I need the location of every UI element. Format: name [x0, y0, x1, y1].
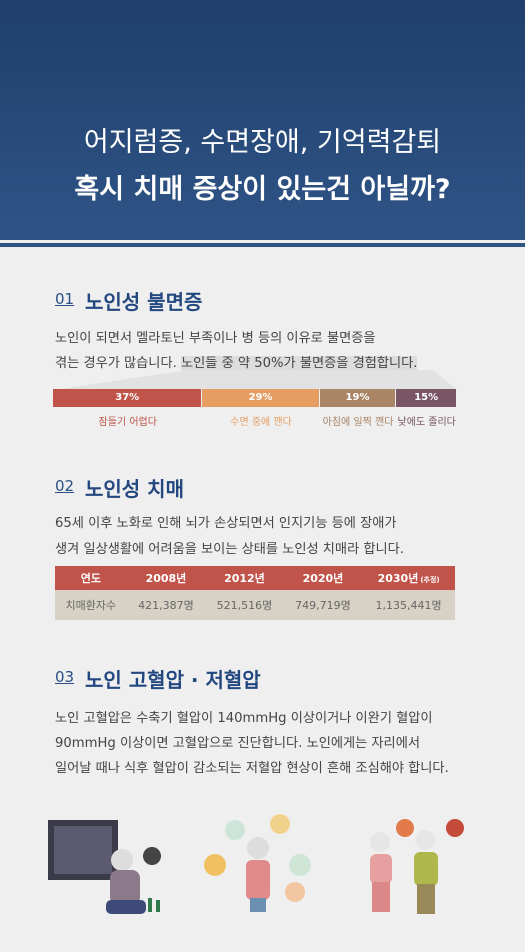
section-title: 노인성 불면증 [85, 290, 203, 314]
header-text: 2030년 [377, 572, 419, 585]
category-label: 수면 중에 깬다 [230, 417, 292, 428]
illustrations [48, 814, 464, 914]
table-header: 2030년 (추정) [362, 566, 455, 590]
section-number: 01 [55, 290, 75, 308]
table-header: 2012년 [205, 566, 284, 590]
body-text: 65세 이후 노화로 인해 뇌가 손상되면서 인지기능 등에 장애가 [55, 516, 397, 531]
header-text: 2012년 [224, 572, 265, 585]
header-text: 2008년 [145, 572, 187, 585]
bar-segment: 29% [202, 389, 319, 407]
header [0, 0, 525, 240]
section-title: 노인 고혈압 · 저혈압 [85, 668, 261, 692]
table-cell: 치매환자수 [55, 590, 127, 620]
table-cell: 749,719명 [283, 590, 363, 620]
section-number: 03 [55, 668, 75, 686]
body-text: 노인이 되면서 멜라토닌 부족이나 병 등의 이유로 불면증을 [55, 331, 376, 346]
body-text: 노인 고혈압은 수축기 혈압이 140mmHg 이상이거나 이완기 혈압이 [55, 711, 433, 726]
table-cell: 421,387명 [126, 590, 206, 620]
body-text: 일어날 때나 식후 혈압이 감소되는 저혈압 현상이 흔해 조심해야 합니다. [55, 761, 449, 776]
highlight: 노인들 중 약 50%가 불면증을 경험합니다. [180, 356, 418, 371]
category-label: 잠들기 어렵다 [98, 417, 157, 428]
table-header: 2008년 [126, 566, 206, 590]
table-header: 2020년 [283, 566, 363, 590]
table-cell: 1,135,441명 [362, 590, 455, 620]
section-number: 02 [55, 477, 75, 495]
table-header: 연도 [55, 566, 127, 590]
header-title: 어지럼증, 수면장애, 기억력감퇴 [83, 127, 442, 158]
table-row: 치매환자수 421,387명 521,516명 749,719명 1,135,441명 [55, 590, 455, 620]
table-cell: 521,516명 [205, 590, 284, 620]
data-table: 연도 2008년 2012년 2020년 2030년 (추정) 치매환자수 421,387명 5… [55, 566, 455, 620]
stacked-bar: 37% 잠들기 어렵다 29% 수면 중에 깬다 19% 아침에 일찍 깬다 15% 낮에도 … [53, 389, 457, 439]
body-text: 겪는 경우가 많습니다. [55, 356, 177, 371]
body-text: 생겨 일상생활에 어려움을 보이는 상태를 노인성 치매라 합니다. [55, 542, 404, 557]
connector [53, 370, 457, 390]
header-text: 연도 [80, 572, 101, 585]
bar-segment: 15% [396, 389, 456, 407]
bar-segment: 37% [53, 389, 202, 407]
section-title: 노인성 치매 [85, 477, 184, 501]
header-note: (추정) [420, 576, 440, 584]
header-text: 2020년 [302, 572, 344, 585]
header-title: 혹시 치매 증상이 있는건 아닐까? [74, 174, 451, 205]
category-label: 낮에도 졸리다 [397, 417, 456, 428]
bar-segment: 19% [319, 389, 396, 407]
divider [0, 243, 525, 247]
body-text: 90mmHg 이상이면 고혈압으로 진단합니다. 노인에게는 자리에서 [55, 736, 420, 751]
body-text: 겪는 경우가 많습니다. 노인들 중 약 50%가 불면증을 경험합니다. [55, 352, 418, 371]
category-label: 아침에 일찍 깬다 [322, 417, 394, 428]
